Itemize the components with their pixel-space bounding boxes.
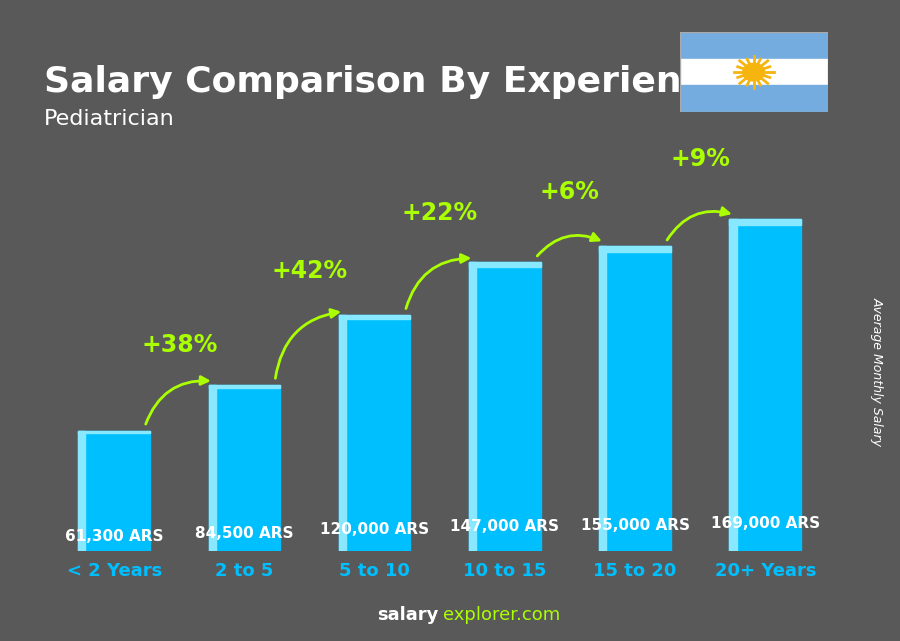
Text: 147,000 ARS: 147,000 ARS (450, 519, 559, 534)
Text: 169,000 ARS: 169,000 ARS (711, 516, 820, 531)
Bar (680, 85, 828, 112)
Bar (78, 431, 86, 551)
Text: +22%: +22% (401, 201, 478, 224)
Bar (729, 219, 801, 225)
Text: Average Monthly Salary: Average Monthly Salary (871, 297, 884, 446)
Bar (338, 315, 410, 551)
Bar (78, 431, 150, 433)
Text: +42%: +42% (272, 259, 347, 283)
Text: Salary Comparison By Experience: Salary Comparison By Experience (44, 65, 727, 99)
Bar (599, 246, 670, 252)
Circle shape (742, 63, 765, 81)
Text: Pediatrician: Pediatrician (44, 109, 175, 129)
Bar (209, 385, 216, 551)
Text: 155,000 ARS: 155,000 ARS (580, 518, 689, 533)
Text: 120,000 ARS: 120,000 ARS (320, 522, 429, 537)
Text: salary: salary (377, 606, 438, 624)
Text: +9%: +9% (670, 147, 730, 172)
Bar (78, 431, 150, 551)
Bar (729, 219, 801, 551)
Bar (729, 219, 736, 551)
Bar (209, 385, 280, 388)
Text: explorer.com: explorer.com (444, 606, 561, 624)
Bar (338, 315, 346, 551)
Bar (599, 246, 670, 551)
Text: +38%: +38% (141, 333, 218, 358)
Bar (338, 315, 410, 319)
Bar (680, 59, 828, 85)
Bar (469, 262, 541, 551)
Text: 61,300 ARS: 61,300 ARS (65, 529, 164, 544)
Bar (599, 246, 607, 551)
Bar (680, 32, 828, 59)
Text: +6%: +6% (540, 180, 600, 204)
Bar (469, 262, 476, 551)
Bar (469, 262, 541, 267)
Bar (209, 385, 280, 551)
Text: 84,500 ARS: 84,500 ARS (195, 526, 293, 541)
